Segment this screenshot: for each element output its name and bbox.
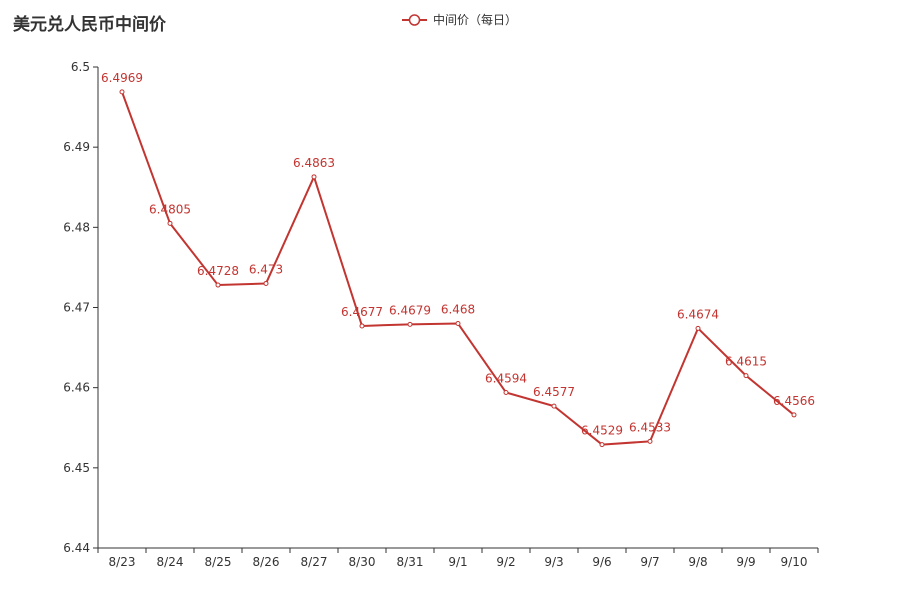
- data-point: [167, 220, 173, 226]
- data-point: [215, 282, 221, 288]
- data-label: 6.473: [249, 262, 283, 276]
- legend[interactable]: 中间价（每日）: [402, 11, 517, 28]
- data-point: [359, 323, 365, 329]
- data-label: 6.4577: [533, 385, 575, 399]
- x-tick-label: 8/25: [205, 555, 232, 569]
- y-tick-label: 6.49: [63, 140, 90, 154]
- data-label: 6.4674: [677, 307, 719, 321]
- data-point: [551, 403, 557, 409]
- data-point: [791, 412, 797, 418]
- y-tick-label: 6.46: [63, 381, 90, 395]
- data-label: 6.4969: [101, 71, 143, 85]
- y-tick-label: 6.5: [71, 60, 90, 74]
- x-tick-label: 8/30: [349, 555, 376, 569]
- data-label: 6.4863: [293, 156, 335, 170]
- x-tick-label: 9/9: [736, 555, 755, 569]
- data-label: 6.4728: [197, 264, 239, 278]
- data-label: 6.4566: [773, 394, 815, 408]
- x-tick-label: 9/2: [496, 555, 515, 569]
- data-label: 6.4594: [485, 371, 527, 385]
- x-tick-label: 8/23: [109, 555, 136, 569]
- x-tick-label: 9/6: [592, 555, 611, 569]
- x-tick-label: 8/26: [253, 555, 280, 569]
- x-tick-label: 8/24: [157, 555, 184, 569]
- data-label: 6.4677: [341, 305, 383, 319]
- data-point: [695, 325, 701, 331]
- x-tick-label: 8/27: [301, 555, 328, 569]
- chart-title: 美元兑人民币中间价: [13, 15, 166, 35]
- y-tick-label: 6.48: [63, 220, 90, 234]
- x-tick-label: 9/3: [544, 555, 563, 569]
- data-point: [743, 373, 749, 379]
- x-tick-label: 9/1: [448, 555, 467, 569]
- data-label: 6.4529: [581, 424, 623, 438]
- data-label: 6.468: [441, 303, 475, 317]
- y-tick-label: 6.47: [63, 301, 90, 315]
- data-point: [503, 389, 509, 395]
- data-point: [455, 321, 461, 327]
- y-tick-label: 6.45: [63, 461, 90, 475]
- data-label: 6.4679: [389, 303, 431, 317]
- data-point: [311, 174, 317, 180]
- data-label: 6.4615: [725, 355, 767, 369]
- data-point: [647, 438, 653, 444]
- data-point: [263, 280, 269, 286]
- y-tick-label: 6.44: [63, 541, 90, 555]
- data-point: [119, 89, 125, 95]
- x-tick-label: 9/7: [640, 555, 659, 569]
- x-tick-label: 9/10: [781, 555, 808, 569]
- data-point: [599, 442, 605, 448]
- data-label: 6.4533: [629, 420, 671, 434]
- x-tick-label: 8/31: [397, 555, 424, 569]
- data-label: 6.4805: [149, 202, 191, 216]
- legend-label: 中间价（每日）: [433, 13, 518, 27]
- x-tick-label: 9/8: [688, 555, 707, 569]
- legend-line-icon: [402, 13, 427, 26]
- data-point: [407, 321, 413, 327]
